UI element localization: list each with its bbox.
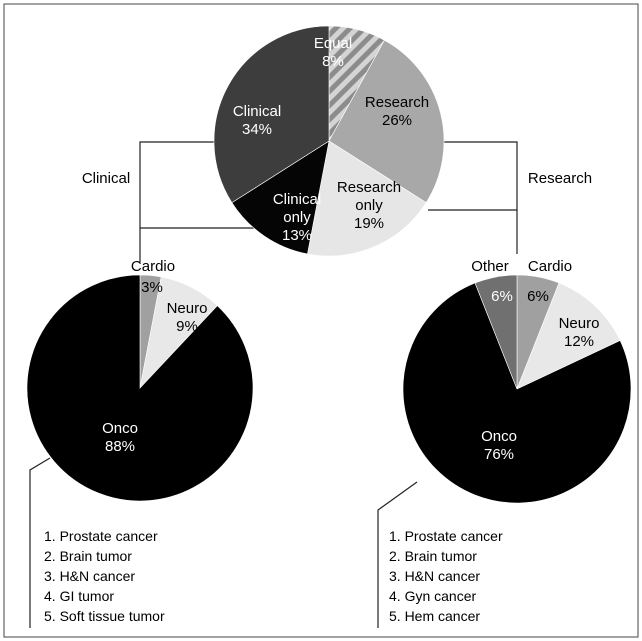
slice-label-clinical: Clinical 34%	[233, 103, 281, 138]
slice-name-cardio: Cardio	[131, 258, 175, 275]
branch-label-research: Research	[528, 170, 592, 187]
slice-label-research: Research 26%	[365, 94, 429, 129]
pie-slice-clinical	[213, 25, 330, 204]
slice-label-clinical-only: Clinical only 13%	[273, 191, 321, 244]
slice-label-equal: Equal 8%	[314, 35, 352, 70]
connector-lines	[29, 141, 518, 628]
slice-label-onco: Onco 88%	[102, 420, 138, 455]
left-bracket	[139, 141, 257, 229]
research-list-item: 5. Hem cancer	[389, 608, 480, 624]
right-list-pointer	[377, 481, 418, 628]
clinical-list-item: 1. Prostate cancer	[44, 528, 158, 544]
slice-value-cardio: 6%	[527, 288, 549, 305]
pie-slice-other	[474, 274, 518, 390]
clinical-pie: Cardio 3%Neuro 9% Onco 88%	[26, 258, 254, 502]
clinical-list-item: 5. Soft tissue tumor	[44, 608, 165, 624]
slice-name-other: Other	[471, 258, 509, 275]
clinical-list-item: 4. GI tumor	[44, 588, 114, 604]
pie-slice-neuro	[516, 282, 621, 390]
research-list-item: 3. H&N cancer	[389, 568, 480, 584]
research-list-item: 2. Brain tumor	[389, 548, 477, 564]
pie-slice-clinical-only	[231, 140, 330, 255]
research-list-item: 4. Gyn cancer	[389, 588, 476, 604]
slice-value-other: 6%	[491, 288, 513, 305]
slice-label-neuro: Neuro 9%	[167, 300, 208, 335]
branch-label-clinical: Clinical	[82, 170, 130, 187]
pie-slice-research-only	[307, 140, 427, 257]
pie-slice-onco	[402, 282, 632, 504]
clinical-list-item: 2. Brain tumor	[44, 548, 132, 564]
slice-label-onco: Onco 76%	[481, 428, 517, 463]
right-bracket	[428, 141, 518, 211]
pie-slice-onco	[26, 274, 254, 502]
slice-label-neuro: Neuro 12%	[559, 315, 600, 350]
left-list-pointer	[29, 457, 51, 628]
clinical-list-item: 3. H&N cancer	[44, 568, 135, 584]
clinical-onco-list: 1. Prostate cancer 2. Brain tumor 3. H&N…	[44, 528, 165, 624]
slice-name-cardio: Cardio	[528, 258, 572, 275]
slice-label-research-only: Research only 19%	[337, 179, 401, 232]
research-onco-list: 1. Prostate cancer 2. Brain tumor 3. H&N…	[389, 528, 503, 624]
slice-value-cardio: 3%	[141, 279, 163, 296]
pie-slice-research	[328, 39, 445, 204]
overall-pie: Equal 8% Research 26% Research only 19% Clinica…	[213, 25, 445, 257]
research-pie: Cardio 6% Neuro 12% Onco 76% Other 6%	[402, 258, 632, 504]
research-list-item: 1. Prostate cancer	[389, 528, 503, 544]
